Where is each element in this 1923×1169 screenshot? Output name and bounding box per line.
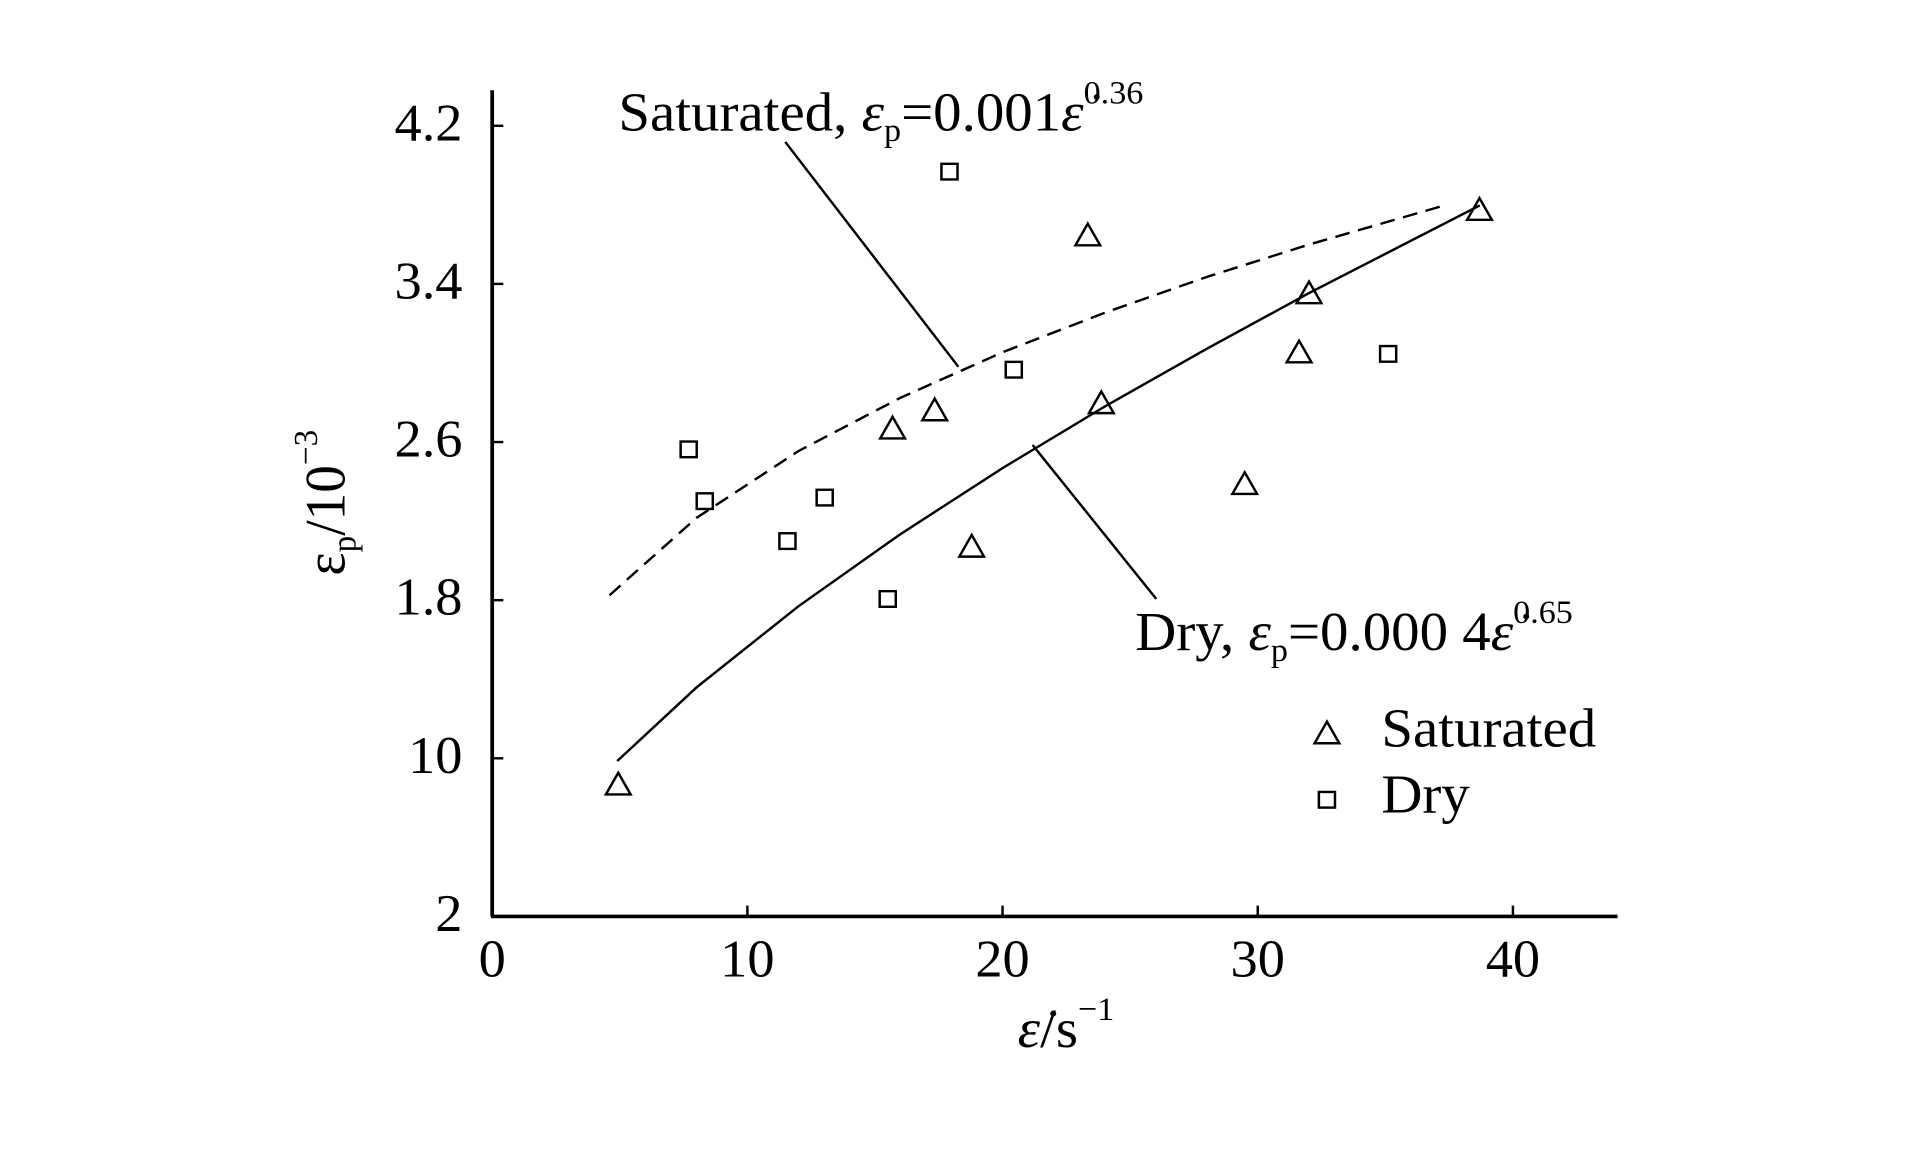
square-marker bbox=[815, 488, 834, 507]
triangle-marker bbox=[1086, 388, 1116, 415]
x-tick-label: 30 bbox=[1231, 929, 1285, 988]
annotation-part: p bbox=[884, 112, 901, 148]
fit-curve bbox=[616, 204, 1481, 762]
legend-label: Dry bbox=[1381, 764, 1469, 825]
legend-label: Saturated bbox=[1381, 698, 1596, 759]
y-tick-label: 10 bbox=[408, 726, 462, 785]
legend-marker bbox=[1317, 790, 1337, 809]
triangle-marker bbox=[1073, 221, 1103, 247]
triangle-marker bbox=[1294, 279, 1324, 305]
annotation: Saturated, εp=0.001ε̇0.36 bbox=[618, 75, 1143, 149]
leader-line bbox=[784, 141, 960, 368]
annotation-part: 0.36 bbox=[1084, 75, 1144, 111]
annotation-part: ε bbox=[862, 82, 885, 143]
legend-marker bbox=[1312, 719, 1342, 745]
y-axis-label-part: −3 bbox=[287, 430, 325, 465]
fit-curve bbox=[608, 205, 1442, 597]
triangle-marker bbox=[1230, 469, 1260, 496]
y-axis-label-part: p bbox=[326, 536, 364, 553]
triangle-marker bbox=[603, 770, 633, 796]
annotation: Dry, εp=0.000 4ε̇0.65 bbox=[1135, 594, 1573, 668]
x-tick-label: 40 bbox=[1486, 929, 1540, 988]
triangle-marker bbox=[1465, 195, 1494, 222]
square-marker bbox=[1004, 360, 1024, 379]
triangle-marker bbox=[1284, 338, 1314, 364]
square-marker bbox=[679, 440, 698, 459]
x-tick-label: 10 bbox=[720, 929, 774, 988]
triangle-marker bbox=[878, 414, 908, 440]
annotation-part: 0.65 bbox=[1513, 594, 1573, 630]
annotation-part: p bbox=[1271, 632, 1288, 668]
y-tick-label: 4.2 bbox=[395, 93, 463, 152]
square-marker bbox=[695, 492, 715, 511]
x-tick-label: 0 bbox=[479, 929, 506, 988]
x-axis-label-part: /s bbox=[1040, 999, 1078, 1060]
y-axis-label-part: /10 bbox=[295, 465, 358, 536]
square-marker bbox=[778, 532, 797, 551]
y-axis-label: εp/10−3 bbox=[287, 430, 363, 576]
y-tick-label: 2.6 bbox=[395, 409, 463, 468]
square-marker bbox=[878, 589, 897, 609]
square-marker bbox=[1378, 344, 1398, 363]
y-tick-label: 3.4 bbox=[395, 251, 463, 310]
annotation-part: Dry, bbox=[1135, 602, 1248, 663]
annotation-part: Saturated, bbox=[618, 82, 861, 143]
y-axis-label-part: ε bbox=[295, 552, 358, 575]
square-marker bbox=[940, 162, 959, 181]
annotation-part: ε bbox=[1248, 602, 1271, 663]
triangle-marker bbox=[957, 532, 987, 558]
x-axis-label-part: −1 bbox=[1078, 991, 1114, 1027]
x-tick-label: 20 bbox=[975, 929, 1029, 988]
triangle-marker bbox=[920, 396, 950, 422]
x-axis-label: ε̇/s−1 bbox=[1018, 991, 1115, 1060]
annotation-part: =0.000 4 bbox=[1288, 602, 1491, 663]
y-tick-label: 1.8 bbox=[395, 567, 463, 626]
annotation-part: =0.001 bbox=[901, 82, 1061, 143]
leader-line bbox=[1031, 444, 1158, 600]
y-tick-label: 2 bbox=[435, 884, 462, 943]
